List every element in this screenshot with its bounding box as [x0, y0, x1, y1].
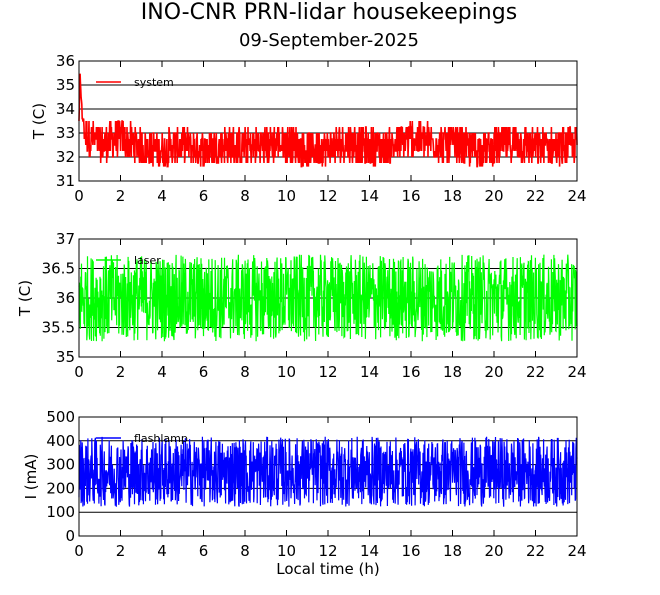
x-tick-label: 0	[74, 187, 84, 205]
y-tick-label: 400	[46, 432, 75, 450]
y-tick-label: 300	[46, 456, 75, 474]
x-tick-label: 16	[401, 363, 420, 381]
x-tick-label: 22	[526, 542, 545, 560]
x-tick-label: 18	[443, 187, 462, 205]
x-tick-label: 10	[277, 187, 296, 205]
x-tick-label: 6	[199, 187, 209, 205]
y-tick-label: 33	[56, 124, 75, 142]
figure-title: INO-CNR PRN-lidar housekeepings	[141, 0, 517, 25]
x-tick-label: 10	[277, 363, 296, 381]
x-tick-label: 24	[567, 363, 586, 381]
y-tick-label: 200	[46, 479, 75, 497]
y-tick-label: 35	[56, 76, 75, 94]
y-tick-label: 35	[56, 348, 75, 366]
x-tick-label: 22	[526, 363, 545, 381]
x-tick-label: 20	[484, 187, 503, 205]
x-tick-label: 6	[199, 542, 209, 560]
x-tick-label: 4	[157, 187, 167, 205]
x-tick-label: 24	[567, 187, 586, 205]
y-tick-label: 37	[56, 230, 75, 248]
x-tick-label: 8	[240, 187, 250, 205]
x-tick-label: 2	[116, 363, 126, 381]
x-tick-label: 16	[401, 542, 420, 560]
x-tick-label: 20	[484, 542, 503, 560]
y-tick-label: 500	[46, 408, 75, 426]
x-tick-label: 8	[240, 363, 250, 381]
x-tick-label: 12	[318, 363, 337, 381]
y-tick-label: 32	[56, 148, 75, 166]
x-tick-label: 2	[116, 187, 126, 205]
x-tick-label: 18	[443, 542, 462, 560]
x-tick-label: 4	[157, 542, 167, 560]
x-tick-label: 0	[74, 542, 84, 560]
y-tick-label: 36	[56, 52, 75, 70]
x-tick-label: 14	[360, 187, 379, 205]
y-tick-label: 34	[56, 100, 75, 118]
y-tick-label: 36	[56, 289, 75, 307]
y-tick-label: 0	[65, 527, 75, 545]
x-tick-label: 14	[360, 363, 379, 381]
x-tick-label: 22	[526, 187, 545, 205]
legend-label-system: system	[134, 76, 174, 89]
x-tick-label: 20	[484, 363, 503, 381]
x-tick-label: 6	[199, 363, 209, 381]
y-tick-label: 36.5	[42, 260, 75, 278]
x-axis-label: Local time (h)	[276, 560, 380, 578]
y-tick-label: 100	[46, 503, 75, 521]
x-tick-label: 4	[157, 363, 167, 381]
x-tick-label: 8	[240, 542, 250, 560]
series-line-system	[78, 73, 578, 168]
x-tick-label: 12	[318, 187, 337, 205]
y-axis-label: T (C)	[16, 280, 34, 317]
y-axis-label: I (mA)	[22, 454, 40, 500]
x-tick-label: 18	[443, 363, 462, 381]
x-tick-label: 16	[401, 187, 420, 205]
x-tick-label: 10	[277, 542, 296, 560]
x-tick-label: 14	[360, 542, 379, 560]
legend-label-flashlamp: flashlamp	[134, 432, 188, 445]
y-tick-label: 31	[56, 172, 75, 190]
x-tick-label: 12	[318, 542, 337, 560]
x-tick-label: 0	[74, 363, 84, 381]
series-line-laser	[78, 254, 578, 342]
figure-subtitle: 09-September-2025	[239, 30, 419, 51]
y-axis-label: T (C)	[30, 103, 48, 140]
x-tick-label: 2	[116, 542, 126, 560]
x-tick-label: 24	[567, 542, 586, 560]
series-line-flashlamp	[78, 436, 578, 507]
legend-label-laser: laser	[134, 254, 161, 267]
y-tick-label: 35.5	[42, 319, 75, 337]
